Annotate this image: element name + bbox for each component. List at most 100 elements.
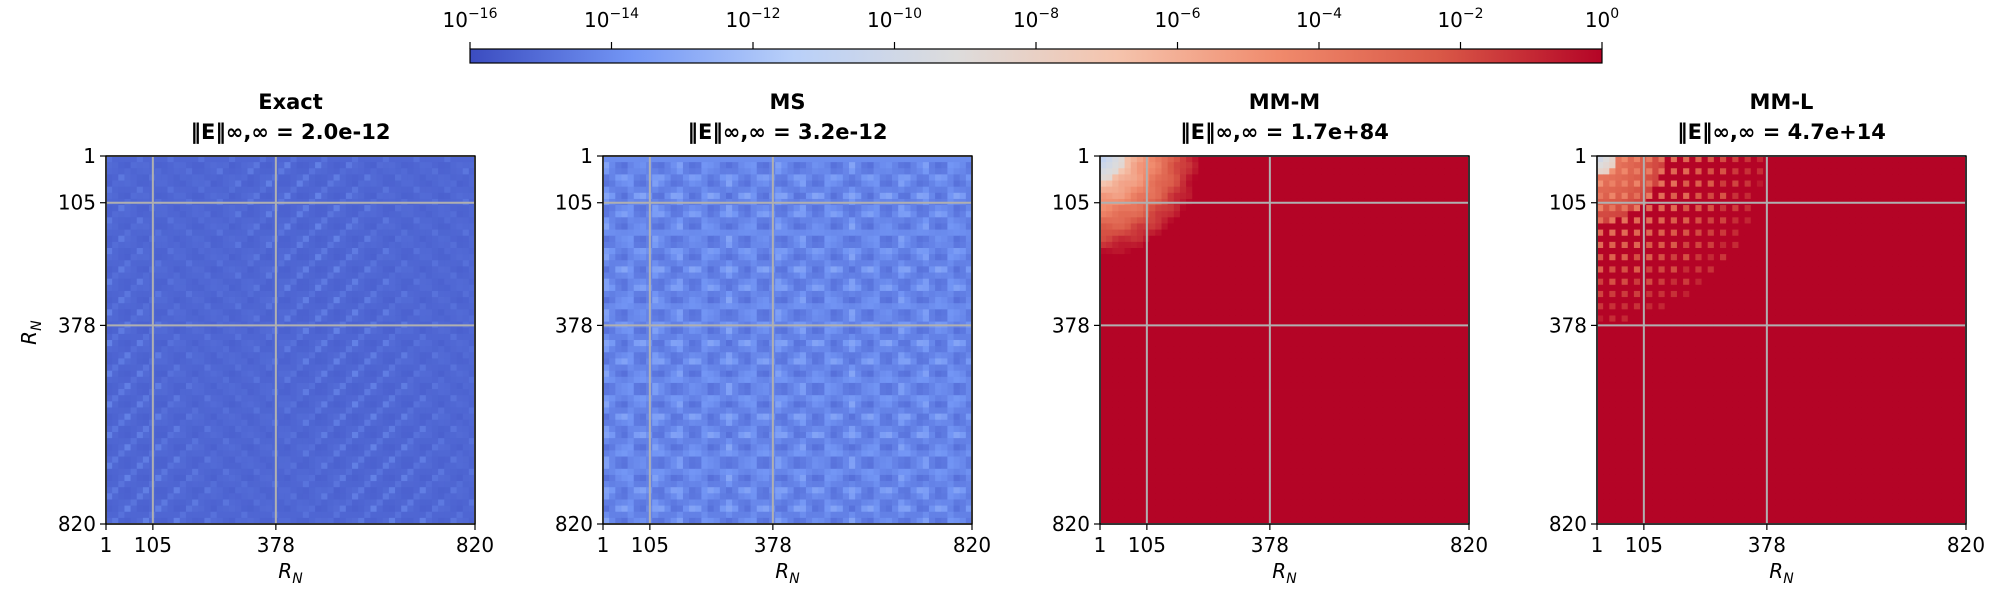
heatmap-cell — [468, 205, 476, 212]
heatmap-cell — [167, 487, 175, 494]
heatmap-cell — [192, 481, 199, 488]
heatmap-cell — [136, 211, 144, 218]
heatmap-cell — [173, 432, 181, 439]
heatmap-cell — [732, 266, 739, 273]
heatmap-cell — [468, 327, 476, 335]
heatmap-cell — [167, 401, 175, 408]
heatmap-cell — [609, 260, 616, 267]
y-tick-label: 1 — [83, 144, 96, 168]
heatmap-cell — [824, 156, 831, 163]
heatmap-cell — [302, 174, 310, 181]
heatmap-cell — [333, 168, 341, 175]
heatmap-cell — [462, 517, 470, 525]
heatmap-cell — [892, 235, 899, 243]
heatmap-cell — [204, 364, 211, 372]
heatmap-cell — [302, 487, 310, 494]
heatmap-cell — [787, 156, 795, 163]
heatmap-cell — [633, 266, 641, 273]
heatmap-cell — [456, 425, 464, 433]
heatmap-cell — [376, 389, 384, 396]
heatmap-cell — [701, 186, 708, 194]
heatmap-cell — [229, 309, 236, 316]
heatmap-cell — [167, 327, 175, 335]
heatmap-cell — [376, 223, 384, 230]
heatmap-cell — [136, 487, 144, 494]
heatmap-cell — [413, 278, 421, 286]
heatmap-cell — [713, 217, 721, 224]
heatmap-cell — [444, 481, 451, 488]
heatmap-cell — [639, 156, 647, 163]
heatmap-cell — [376, 278, 384, 286]
heatmap-cell — [315, 340, 322, 347]
heatmap-cell — [419, 284, 427, 292]
heatmap-cell — [364, 327, 371, 335]
heatmap-cell — [161, 284, 168, 292]
heatmap-cell — [352, 223, 359, 230]
heatmap-cell — [296, 401, 304, 408]
heatmap-cell — [849, 205, 856, 212]
heatmap-cell — [382, 217, 390, 224]
heatmap-cell — [345, 156, 353, 163]
heatmap-cell — [185, 505, 193, 513]
heatmap-cell — [352, 315, 359, 322]
heatmap-cell — [204, 266, 211, 273]
heatmap-cell — [732, 162, 739, 169]
heatmap-cell — [824, 186, 831, 194]
heatmap-cell — [468, 401, 476, 408]
heatmap-cell — [726, 272, 733, 280]
heatmap-cell — [376, 376, 384, 384]
heatmap-cell — [130, 346, 138, 353]
heatmap-cell — [438, 382, 445, 390]
heatmap-cell — [210, 278, 218, 286]
heatmap-cell — [732, 260, 739, 267]
heatmap-cell — [627, 284, 635, 292]
heatmap-cell — [278, 186, 285, 194]
heatmap-cell — [793, 217, 801, 224]
heatmap-cell — [444, 358, 451, 365]
heatmap-cell — [438, 340, 445, 347]
heatmap-cell — [290, 370, 298, 378]
heatmap-cell — [438, 186, 445, 194]
heatmap-cell — [456, 346, 464, 353]
heatmap-cell — [395, 297, 402, 304]
heatmap-cell — [296, 174, 304, 181]
heatmap-cell — [658, 168, 665, 175]
heatmap-cell — [112, 272, 119, 280]
heatmap-cell — [259, 205, 267, 212]
heatmap-cell — [401, 468, 408, 476]
heatmap-cell — [185, 493, 193, 500]
heatmap-cell — [830, 186, 838, 194]
heatmap-cell — [824, 229, 831, 237]
heatmap-cell — [179, 481, 187, 488]
heatmap-cell — [302, 284, 310, 292]
heatmap-cell — [173, 505, 181, 513]
heatmap-cell — [204, 419, 211, 427]
heatmap-cell — [290, 192, 298, 200]
heatmap-cell — [898, 156, 905, 163]
heatmap-cell — [849, 162, 856, 169]
heatmap-cell — [222, 235, 230, 243]
heatmap-cell — [185, 266, 193, 273]
heatmap-cell — [364, 272, 371, 280]
heatmap-cell — [124, 333, 131, 341]
heatmap-cell — [358, 438, 365, 445]
heatmap-cell — [382, 474, 390, 482]
heatmap-cell — [750, 272, 758, 280]
heatmap-cell — [278, 450, 285, 457]
heatmap-cell — [333, 358, 341, 365]
heatmap-cell — [118, 309, 125, 316]
heatmap-cell — [124, 389, 131, 396]
heatmap-cell — [382, 364, 390, 372]
heatmap-cell — [732, 186, 739, 194]
heatmap-cell — [284, 278, 291, 286]
heatmap-cell — [185, 309, 193, 316]
heatmap-cell — [130, 474, 138, 482]
heatmap-cell — [296, 156, 304, 163]
heatmap-cell — [210, 474, 218, 482]
heatmap-cell — [456, 358, 464, 365]
heatmap-cell — [444, 456, 451, 464]
heatmap-cell — [370, 340, 377, 347]
heatmap-cell — [818, 168, 825, 175]
heatmap-cell — [744, 205, 751, 212]
heatmap-cell — [167, 315, 175, 322]
